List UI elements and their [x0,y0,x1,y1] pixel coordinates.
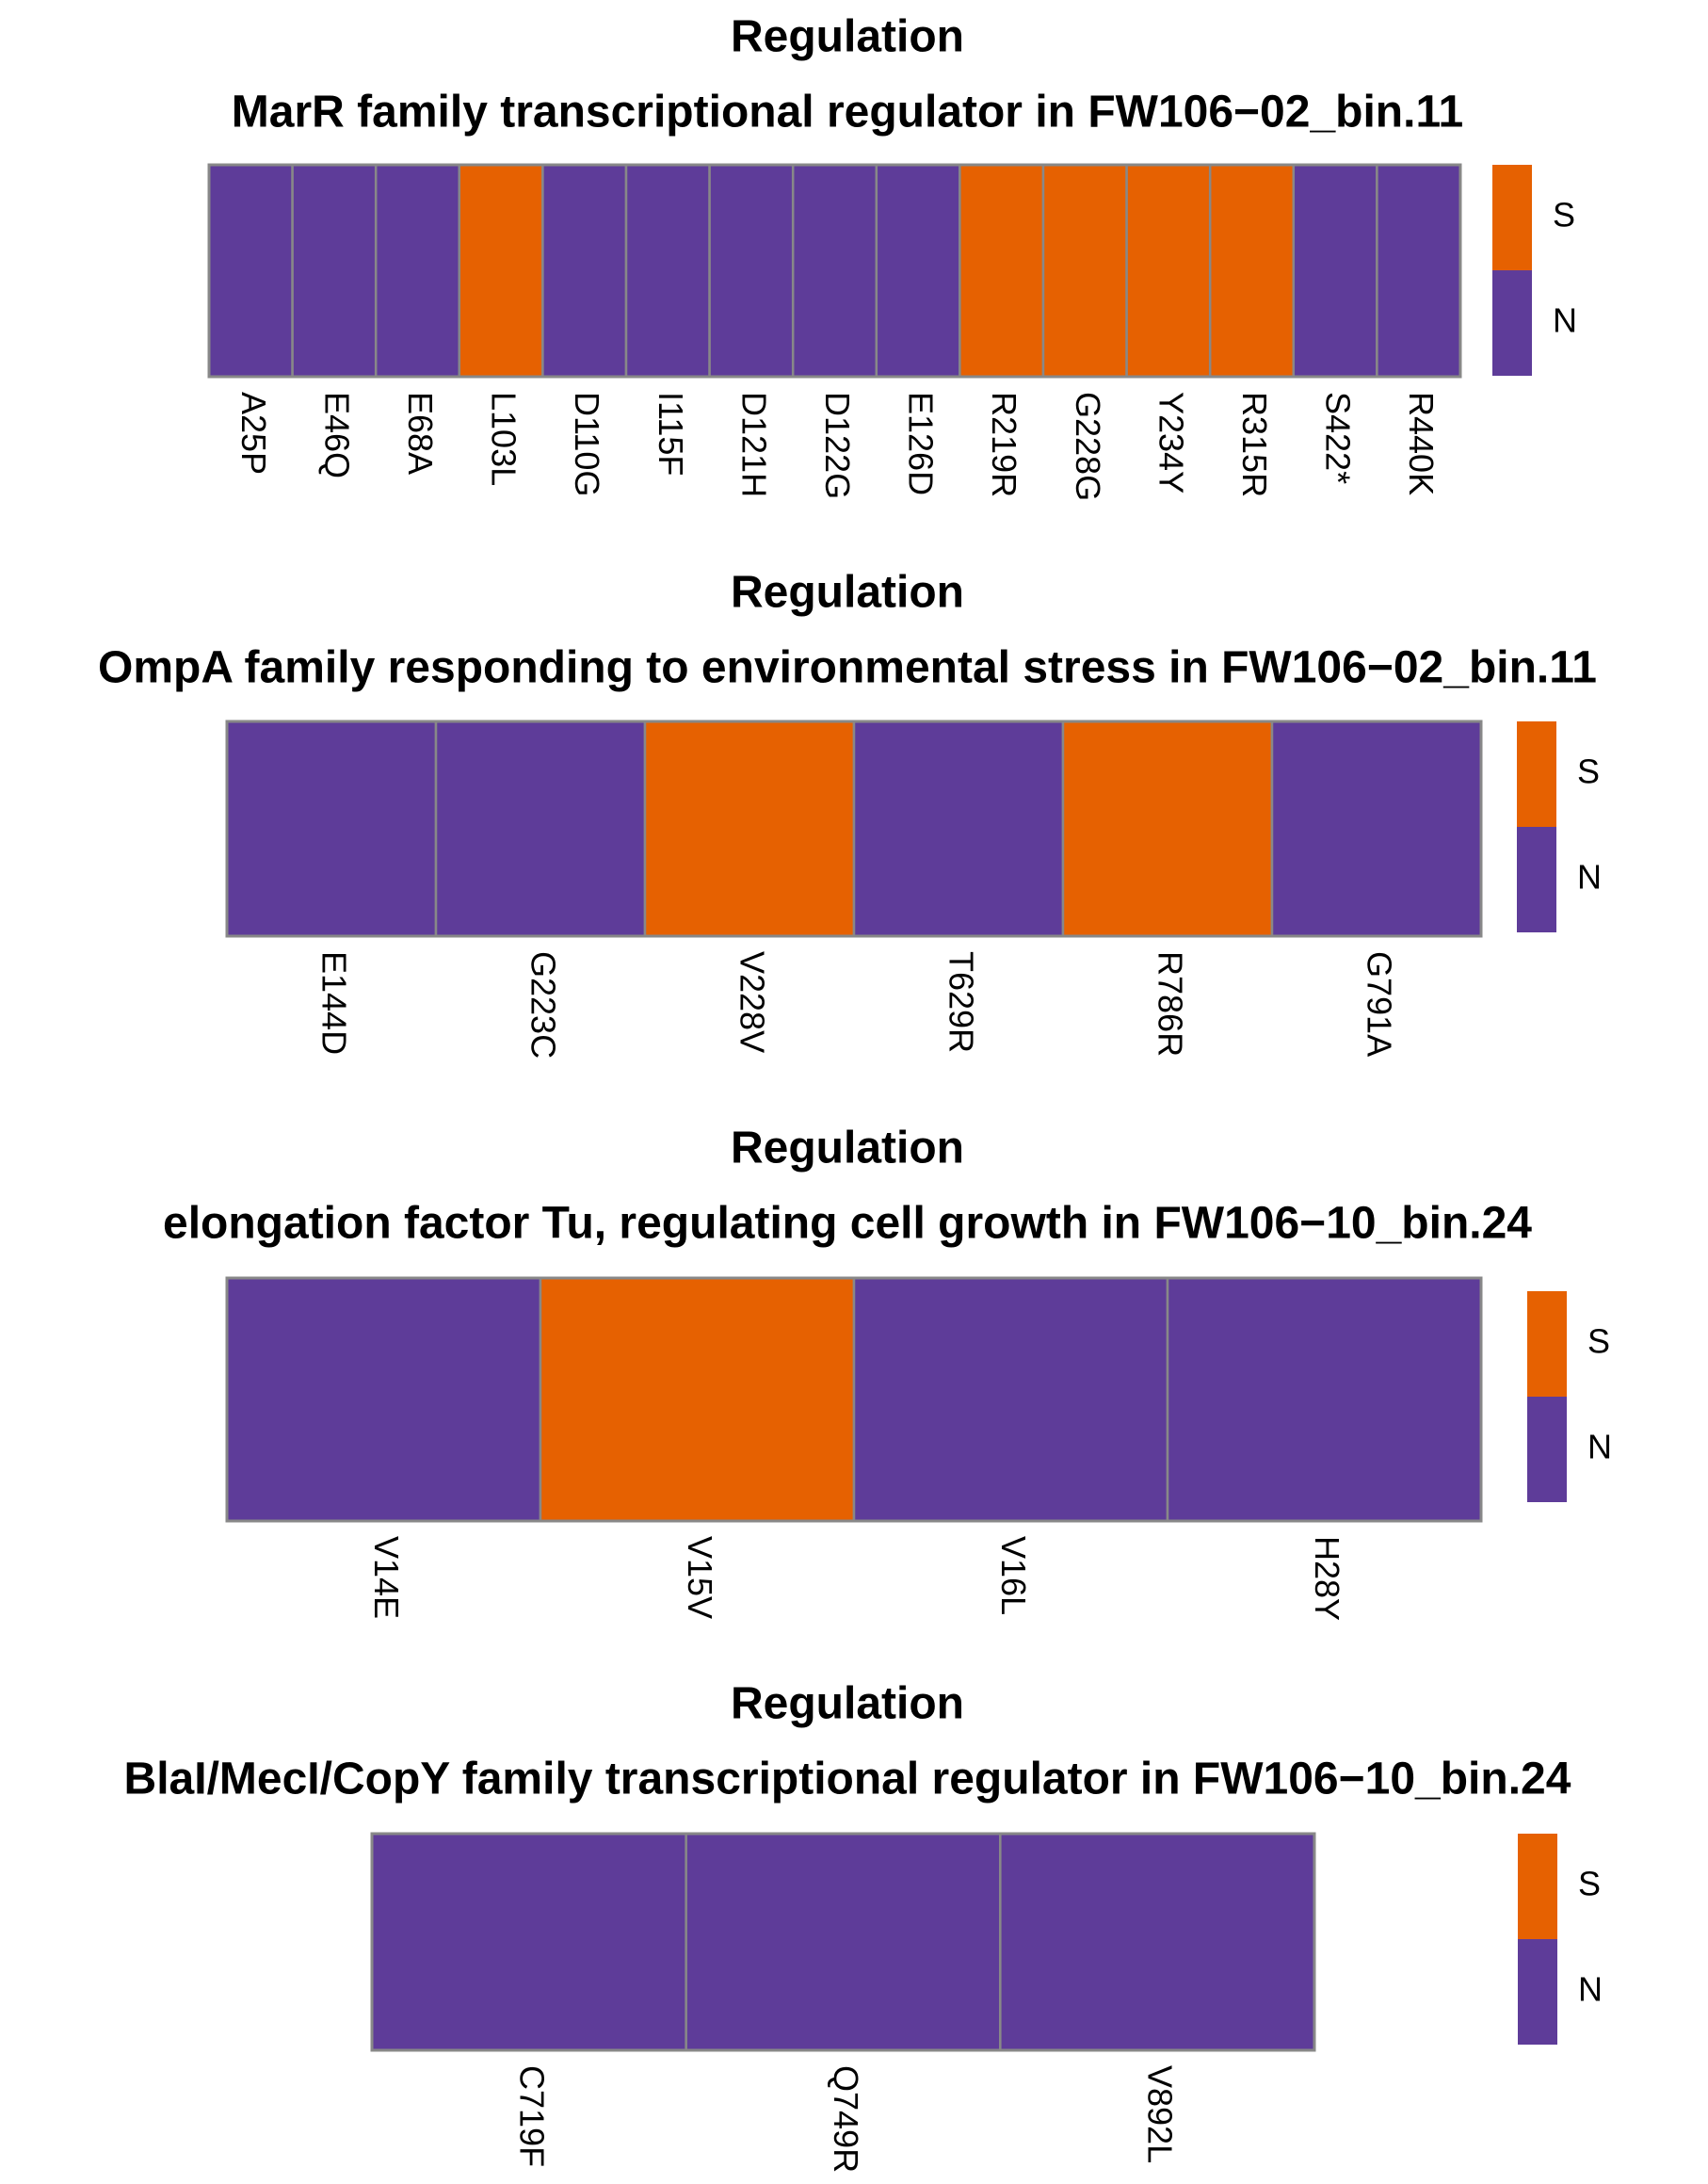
heatmap-panel-1: Regulation MarR family transcriptional re… [207,12,1577,501]
x-tick-label: T629R [942,951,980,1053]
legend-label-N: N [1577,858,1602,897]
legend-label-N: N [1553,301,1577,340]
x-tick-label: V892L [1141,2065,1180,2163]
chart-subtitle: elongation factor Tu, regulating cell gr… [163,1199,1532,1249]
legend-label-S: S [1587,1322,1610,1361]
chart-subtitle: MarR family transcriptional regulator in… [232,88,1463,138]
x-tick-label: G223C [524,951,562,1059]
heatmap-cell-Q749R [685,1832,1002,2052]
x-tick-label: E46Q [317,392,356,478]
x-tick-label: D122G [818,392,857,499]
x-tick-label: D110G [568,392,606,496]
chart-subtitle: BlaI/MecI/CopY family transcriptional re… [124,1755,1571,1804]
legend-swatch-N [1527,1397,1567,1502]
x-tick-label: R786R [1151,951,1189,1057]
heatmap-cell-V892L [999,1832,1316,2052]
heatmap-border [225,1276,1483,1523]
x-tick-label: S422* [1319,392,1358,484]
heatmap-cell-G223C [434,720,647,938]
heatmap-cell-V14E [225,1276,542,1523]
heatmap-cell-R315R [1208,163,1296,379]
legend-label-N: N [1578,1970,1603,2009]
x-tick-label: V16L [994,1536,1033,1615]
x-tick-label: V15V [681,1536,719,1619]
heatmap-cell-D110G [541,163,628,379]
heatmap-cell-R786R [1061,720,1274,938]
heatmap-panel-2: Regulation OmpA family responding to envi… [98,568,1602,1059]
x-tick-label: D121H [734,392,773,497]
chart-title: Regulation [731,1124,964,1173]
x-tick-label: G228G [1069,392,1107,501]
heatmap-cell-V16L [852,1276,1169,1523]
heatmap-cell-T629R [852,720,1065,938]
heatmap-cell-L103L [458,163,544,379]
legend-swatch-S [1527,1291,1567,1397]
legend-swatch-S [1517,721,1556,827]
x-tick-label: Y234Y [1152,392,1190,493]
heatmap-cell-G791A [1270,720,1483,938]
x-tick-label: V228V [733,951,771,1053]
heatmap-cell-R219R [959,163,1045,379]
x-tick-label: G791A [1360,951,1398,1057]
x-tick-label: Q749R [827,2065,865,2173]
heatmap-panel-4: Regulation BlaI/MecI/CopY family transcri… [124,1679,1603,2173]
x-tick-label: L103L [485,392,524,486]
x-tick-label: E68A [401,392,440,475]
x-tick-label: I115F [652,392,690,476]
heatmap-cell-E46Q [291,163,378,379]
chart-title: Regulation [731,1679,964,1729]
heatmap-cell-G228G [1041,163,1128,379]
x-tick-label: E126D [902,392,941,495]
legend-label-S: S [1577,752,1600,791]
chart-title: Regulation [731,12,964,62]
chart-title: Regulation [731,568,964,618]
x-tick-label: R219R [985,392,1023,497]
legend: SN [1518,1834,1603,2045]
heatmap-border [370,1832,1316,2052]
legend-swatch-S [1518,1834,1557,1939]
heatmap-cell-V228V [643,720,856,938]
heatmap-border [225,720,1483,938]
x-tick-label: R440K [1402,392,1441,495]
heatmap-cell-S422* [1292,163,1378,379]
heatmap-border [207,163,1462,379]
legend-swatch-S [1492,165,1532,270]
legend: SN [1517,721,1602,932]
heatmap-cell-V15V [539,1276,856,1523]
chart-subtitle: OmpA family responding to environmental … [98,643,1597,693]
legend-swatch-N [1517,827,1556,932]
heatmap-panel-3: Regulation elongation factor Tu, regulati… [163,1124,1612,1621]
heatmap-cell-Y234Y [1125,163,1212,379]
legend-swatch-N [1518,1939,1557,2045]
x-tick-label: H28Y [1308,1536,1346,1621]
x-tick-label: A25P [234,392,273,475]
legend: SN [1492,165,1577,376]
heatmap-cell-E68A [374,163,461,379]
legend: SN [1527,1291,1612,1502]
x-tick-label: R315R [1235,392,1274,497]
heatmap-cell-C719F [370,1832,687,2052]
legend-label-N: N [1587,1428,1612,1466]
heatmap-cell-R440K [1376,163,1462,379]
heatmap-cell-A25P [207,163,294,379]
heatmap-cell-H28Y [1166,1276,1483,1523]
legend-label-S: S [1553,196,1575,235]
heatmap-cell-D122G [791,163,878,379]
heatmap-cell-E126D [875,163,961,379]
heatmap-cell-E144D [225,720,438,938]
legend-swatch-N [1492,270,1532,376]
x-tick-label: V14E [367,1536,406,1619]
heatmap-cell-I115F [624,163,711,379]
legend-label-S: S [1578,1865,1601,1903]
x-tick-label: E144D [314,951,353,1055]
x-tick-label: C719F [512,2065,551,2167]
heatmap-cell-D121H [708,163,795,379]
